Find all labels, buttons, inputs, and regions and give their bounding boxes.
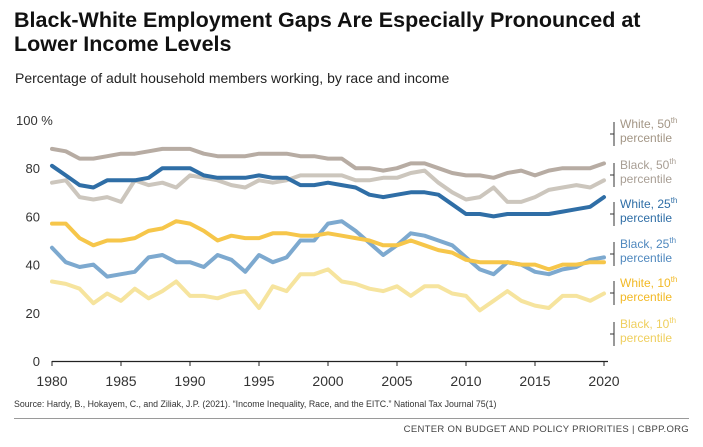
legend-sup: th <box>670 196 678 205</box>
legend-text-line2: percentile <box>620 251 673 265</box>
series-line <box>50 267 606 313</box>
source-note: Source: Hardy, B., Hokayem, C., and Zili… <box>14 399 497 409</box>
legend-text: Black, 25 <box>620 237 670 251</box>
legend-sup: th <box>670 116 678 125</box>
x-tick-label: 1985 <box>105 373 136 389</box>
legend-entry: Black, 25th percentile <box>620 234 676 265</box>
legend-line1: Black, 10th <box>620 314 676 331</box>
y-tick-label: 20 <box>26 306 40 321</box>
credit-line: CENTER ON BUDGET AND POLICY PRIORITIES |… <box>403 424 689 435</box>
y-tick-label: 80 <box>26 161 40 176</box>
y-tick-label: 100 % <box>16 113 53 128</box>
legend-line1: Black, 50th <box>620 155 676 172</box>
legend-entry: Black, 10th percentile <box>620 314 676 345</box>
legend-text-line2: percentile <box>620 211 673 225</box>
x-tick-label: 2000 <box>312 373 343 389</box>
x-tick-label: 1995 <box>243 373 274 389</box>
legend-entry: White, 10th percentile <box>620 273 677 304</box>
series-line <box>50 163 606 219</box>
legend-text-line2: percentile <box>620 131 673 145</box>
series-line <box>50 168 606 204</box>
legend-text: White, 10 <box>620 276 671 290</box>
footer-divider <box>14 418 689 419</box>
legend-line1: White, 50th <box>620 114 677 131</box>
legend-line1: White, 25th <box>620 194 677 211</box>
legend-text-line2: percentile <box>620 172 673 186</box>
y-tick-label: 0 <box>33 354 40 369</box>
x-tick-label: 2005 <box>381 373 412 389</box>
series-line <box>50 146 606 180</box>
y-tick-label: 60 <box>26 209 40 224</box>
legend-text: White, 50 <box>620 117 671 131</box>
x-tick-label: 1990 <box>174 373 205 389</box>
x-tick-label: 1980 <box>36 373 67 389</box>
legend-sup: th <box>669 236 677 245</box>
legend-line1: White, 10th <box>620 273 677 290</box>
x-tick-label: 2020 <box>588 373 619 389</box>
legend-text: Black, 50 <box>620 158 670 172</box>
x-tick-label: 2015 <box>519 373 550 389</box>
legend-entry: White, 25th percentile <box>620 194 677 225</box>
x-tick-label: 2010 <box>450 373 481 389</box>
legend-sup: th <box>669 157 677 166</box>
chart-subtitle: Percentage of adult household members wo… <box>15 70 450 86</box>
legend-text-line2: percentile <box>620 331 673 345</box>
legend-text-line2: percentile <box>620 290 673 304</box>
legend-sup: th <box>670 275 678 284</box>
legend-entry: White, 50th percentile <box>620 114 677 145</box>
legend-text: Black, 10 <box>620 317 670 331</box>
series-line <box>50 219 606 272</box>
legend-text: White, 25 <box>620 197 671 211</box>
chart-title: Black-White Employment Gaps Are Especial… <box>14 8 641 56</box>
legend-sup: th <box>669 316 677 325</box>
legend-entry: Black, 50th percentile <box>620 155 676 186</box>
y-tick-label: 40 <box>26 258 40 273</box>
legend-line1: Black, 25th <box>620 234 676 251</box>
